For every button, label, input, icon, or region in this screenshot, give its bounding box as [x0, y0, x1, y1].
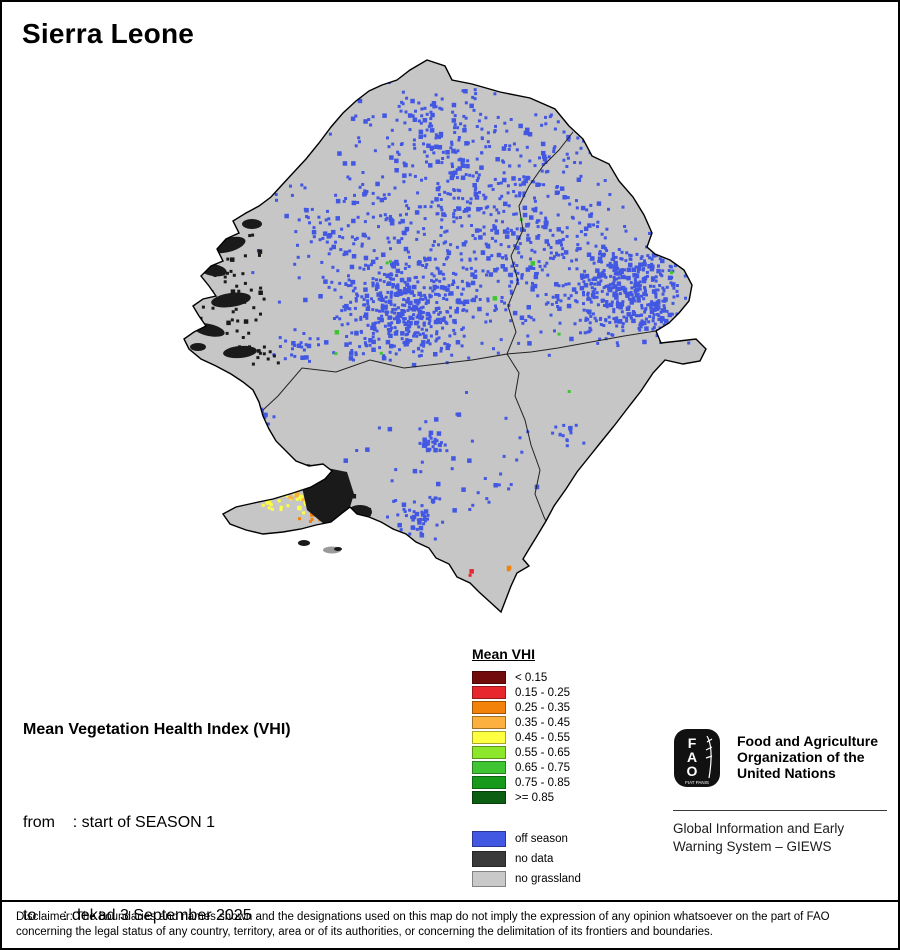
info-line-to: to : dekad 3 September 2025 — [23, 907, 252, 924]
legend-label: 0.45 - 0.55 — [515, 731, 570, 744]
legend-swatch — [472, 671, 506, 684]
legend-label: 0.35 - 0.45 — [515, 716, 570, 729]
legend-row: 0.25 - 0.35 — [472, 701, 581, 714]
org-subtitle: Global Information and Early Warning Sys… — [673, 820, 887, 856]
svg-text:O: O — [687, 763, 698, 779]
legend-swatch — [472, 831, 506, 847]
org-name: Food and Agriculture Organization of the… — [737, 728, 878, 781]
org-divider — [673, 810, 887, 811]
legend-row: 0.45 - 0.55 — [472, 731, 581, 744]
org-name-line: Organization of the — [737, 749, 865, 765]
legend-label: 0.65 - 0.75 — [515, 761, 570, 774]
disclaimer-text: Disclaimer: The boundaries and names sho… — [2, 900, 898, 948]
legend-label: off season — [515, 833, 568, 845]
legend-label: >= 0.85 — [515, 791, 555, 804]
legend-row: 0.35 - 0.45 — [472, 716, 581, 729]
legend-swatch — [472, 701, 506, 714]
country-shape — [184, 60, 706, 612]
province-boundaries — [262, 131, 657, 522]
legend-row: no data — [472, 851, 581, 867]
legend-swatch — [472, 791, 506, 804]
legend-row: 0.65 - 0.75 — [472, 761, 581, 774]
info-line-from: from : start of SEASON 1 — [23, 814, 216, 831]
legend-row: < 0.15 — [472, 671, 581, 684]
legend-title: Mean VHI — [472, 646, 536, 662]
page-title: Sierra Leone — [22, 18, 195, 49]
org-name-line: United Nations — [737, 765, 836, 781]
legend-row: 0.55 - 0.65 — [472, 746, 581, 759]
legend-label: 0.75 - 0.85 — [515, 776, 570, 789]
fao-logo-letters: FAO — [687, 735, 698, 779]
legend-swatch — [472, 686, 506, 699]
offshore-islands — [298, 540, 342, 554]
fao-wheat-icon — [705, 735, 713, 779]
vhi-speckles — [199, 81, 691, 600]
legend-swatch — [472, 871, 506, 887]
info-block: Mean Vegetation Health Index (VHI) from … — [23, 652, 315, 950]
legend-label: 0.15 - 0.25 — [515, 686, 570, 699]
org-subtitle-line: Warning System – GIEWS — [673, 839, 832, 854]
legend-label: 0.25 - 0.35 — [515, 701, 570, 714]
legend-row: off season — [472, 831, 581, 847]
svg-text:A: A — [687, 749, 697, 765]
legend: Mean VHI < 0.15 0.15 - 0.25 0.25 - 0.35 0.3… — [472, 646, 581, 891]
legend-label: < 0.15 — [515, 671, 548, 684]
legend-swatch — [472, 761, 506, 774]
legend-label: 0.55 - 0.65 — [515, 746, 570, 759]
legend-class-list: < 0.15 0.15 - 0.25 0.25 - 0.35 0.35 - 0.45 0… — [472, 671, 581, 804]
legend-extra-list: off season no data no grassland — [472, 831, 581, 887]
no-data-patches — [190, 219, 372, 524]
org-name-line: Food and Agriculture — [737, 733, 879, 749]
legend-row: no grassland — [472, 871, 581, 887]
legend-swatch — [472, 746, 506, 759]
legend-row: 0.15 - 0.25 — [472, 686, 581, 699]
legend-swatch — [472, 716, 506, 729]
legend-label: no data — [515, 853, 554, 865]
legend-swatch — [472, 776, 506, 789]
org-subtitle-line: Global Information and Early — [673, 821, 845, 836]
info-heading: Mean Vegetation Health Index (VHI) — [23, 721, 291, 738]
legend-swatch — [472, 851, 506, 867]
legend-label: no grassland — [515, 873, 581, 885]
legend-swatch — [472, 731, 506, 744]
svg-text:F: F — [688, 735, 697, 751]
legend-row: >= 0.85 — [472, 791, 581, 804]
legend-row: 0.75 - 0.85 — [472, 776, 581, 789]
fao-logo: FAO FIAT PANIS — [674, 729, 720, 787]
fao-motto: FIAT PANIS — [685, 780, 709, 785]
